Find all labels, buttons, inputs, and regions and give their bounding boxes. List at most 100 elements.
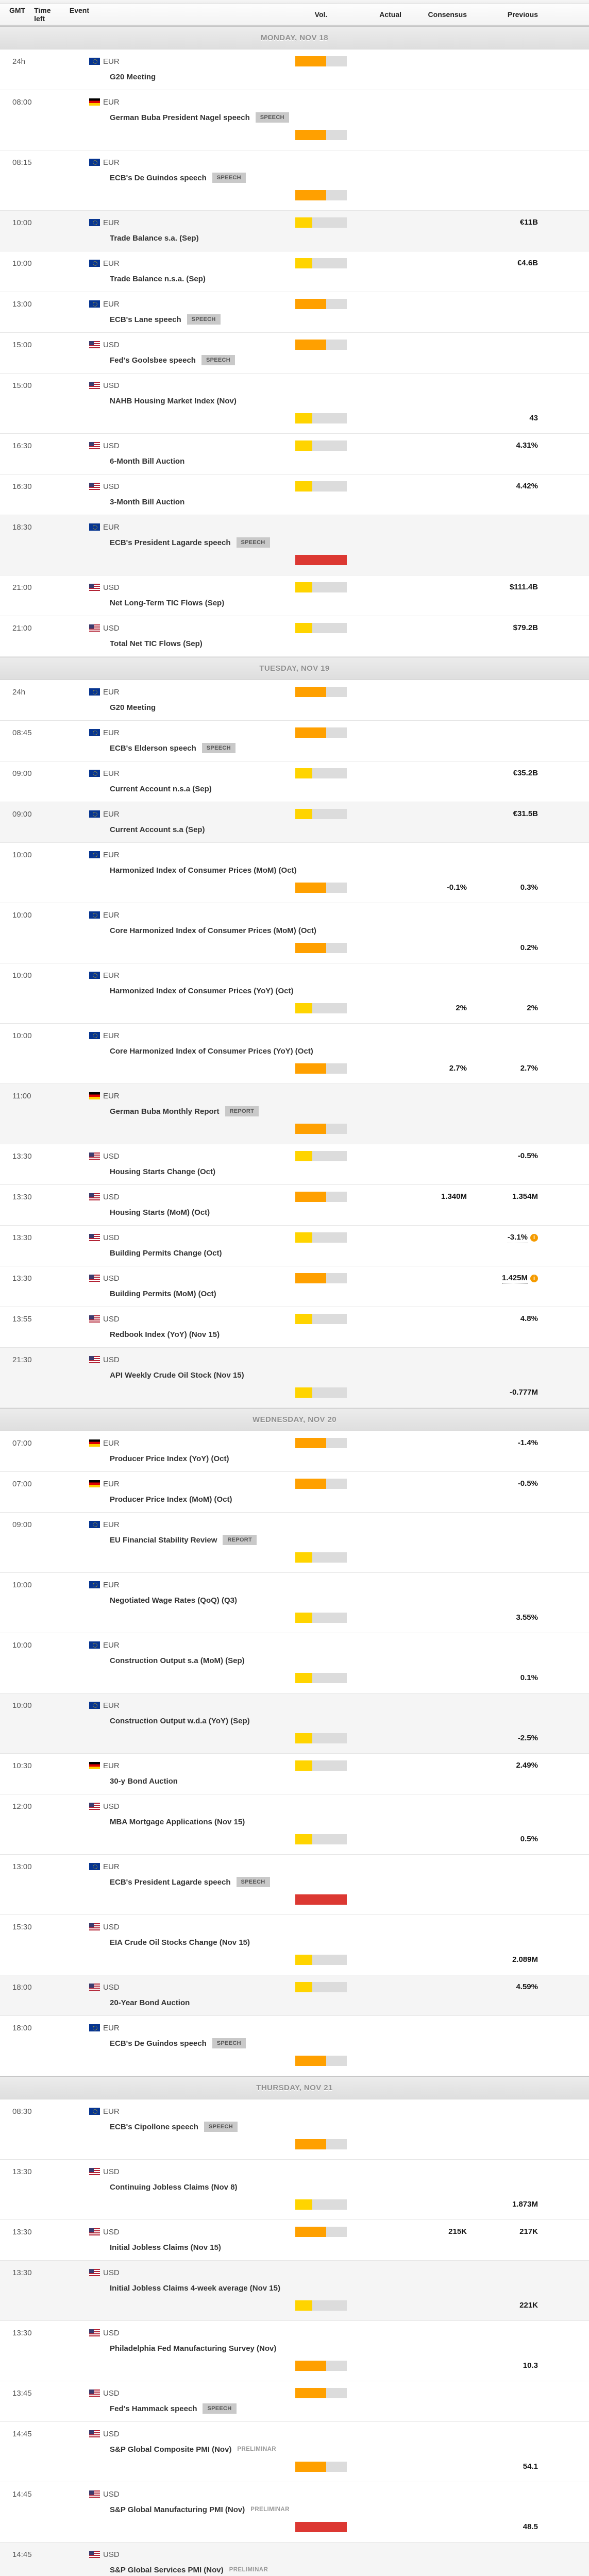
event-row[interactable]: 15:30 USD EIA Crude Oil Stocks Change (Nov… xyxy=(0,1915,589,1975)
event-row[interactable]: 13:30 USD Initial Jobless Claims 4-week av… xyxy=(0,2261,589,2321)
event-title[interactable]: G20 Meeting xyxy=(110,72,156,81)
event-title[interactable]: Building Permits (MoM) (Oct) xyxy=(110,1289,216,1298)
event-title[interactable]: Construction Output w.d.a (YoY) (Sep) xyxy=(110,1716,250,1725)
event-title[interactable]: Initial Jobless Claims 4-week average (N… xyxy=(110,2283,280,2293)
event-row[interactable]: 08:00 EUR German Buba President Nagel spee… xyxy=(0,90,589,150)
event-row[interactable]: 08:45 EUR ECB's Elderson speech SPEECH xyxy=(0,721,589,761)
event-row[interactable]: 10:00 EUR Construction Output s.a (MoM) (S… xyxy=(0,1633,589,1693)
event-title[interactable]: Current Account s.a (Sep) xyxy=(110,825,205,834)
event-title[interactable]: Philadelphia Fed Manufacturing Survey (N… xyxy=(110,2344,277,2353)
event-row[interactable]: 10:00 EUR Harmonized Index of Consumer Pri… xyxy=(0,963,589,1024)
event-row[interactable]: 11:00 EUR German Buba Monthly Report REPORT xyxy=(0,1084,589,1144)
event-title[interactable]: Housing Starts (MoM) (Oct) xyxy=(110,1208,210,1217)
event-row[interactable]: 09:00 EUR Current Account n.s.a (Sep) €35.2… xyxy=(0,761,589,802)
event-title[interactable]: Continuing Jobless Claims (Nov 8) xyxy=(110,2182,238,2192)
event-title[interactable]: Fed's Hammack speech xyxy=(110,2404,197,2413)
event-row[interactable]: 16:30 USD 3-Month Bill Auction 4.42% xyxy=(0,474,589,515)
event-title[interactable]: German Buba President Nagel speech xyxy=(110,113,250,122)
event-title[interactable]: NAHB Housing Market Index (Nov) xyxy=(110,396,237,405)
event-title[interactable]: Harmonized Index of Consumer Prices (MoM… xyxy=(110,866,297,875)
event-title[interactable]: 6-Month Bill Auction xyxy=(110,456,185,466)
event-row[interactable]: 18:00 USD 20-Year Bond Auction 4.59% xyxy=(0,1975,589,2016)
event-row[interactable]: 10:00 EUR Core Harmonized Index of Consume… xyxy=(0,1024,589,1084)
event-row[interactable]: 24h EUR G20 Meeting xyxy=(0,680,589,721)
event-row[interactable]: 13:30 USD Philadelphia Fed Manufacturing S… xyxy=(0,2321,589,2381)
info-icon[interactable]: i xyxy=(530,1234,538,1242)
event-row[interactable]: 24h EUR G20 Meeting xyxy=(0,49,589,90)
event-title[interactable]: 30-y Bond Auction xyxy=(110,1776,178,1786)
event-title[interactable]: S&P Global Services PMI (Nov) xyxy=(110,2565,224,2574)
event-row[interactable]: 14:45 USD S&P Global Services PMI (Nov) PRE… xyxy=(0,2543,589,2576)
event-title[interactable]: Construction Output s.a (MoM) (Sep) xyxy=(110,1656,245,1665)
event-title[interactable]: Core Harmonized Index of Consumer Prices… xyxy=(110,1046,313,1056)
event-row[interactable]: 13:30 USD Initial Jobless Claims (Nov 15) 2… xyxy=(0,2220,589,2261)
event-row[interactable]: 13:30 USD Building Permits Change (Oct) -3.… xyxy=(0,1226,589,1266)
event-row[interactable]: 13:30 USD Building Permits (MoM) (Oct) 1.42… xyxy=(0,1266,589,1307)
event-row[interactable]: 10:00 EUR Negotiated Wage Rates (QoQ) (Q3)… xyxy=(0,1573,589,1633)
event-row[interactable]: 18:30 EUR ECB's President Lagarde speech SP… xyxy=(0,515,589,575)
event-title[interactable]: ECB's President Lagarde speech xyxy=(110,538,231,547)
event-row[interactable]: 13:55 USD Redbook Index (YoY) (Nov 15) 4.8% xyxy=(0,1307,589,1348)
event-title[interactable]: Producer Price Index (YoY) (Oct) xyxy=(110,1454,229,1463)
event-title[interactable]: Fed's Goolsbee speech xyxy=(110,355,196,365)
event-title[interactable]: ECB's De Guindos speech xyxy=(110,173,207,182)
event-title[interactable]: S&P Global Composite PMI (Nov) xyxy=(110,2445,232,2454)
event-row[interactable]: 08:15 EUR ECB's De Guindos speech SPEECH xyxy=(0,150,589,211)
event-row[interactable]: 21:00 USD Net Long-Term TIC Flows (Sep) $11… xyxy=(0,575,589,616)
event-row[interactable]: 14:45 USD S&P Global Manufacturing PMI (No… xyxy=(0,2482,589,2543)
event-title[interactable]: API Weekly Crude Oil Stock (Nov 15) xyxy=(110,1370,244,1380)
event-row[interactable]: 13:30 USD Housing Starts (MoM) (Oct) 1.340M… xyxy=(0,1185,589,1226)
event-title[interactable]: Redbook Index (YoY) (Nov 15) xyxy=(110,1330,220,1339)
event-row[interactable]: 10:00 EUR Construction Output w.d.a (YoY) … xyxy=(0,1693,589,1754)
event-title[interactable]: G20 Meeting xyxy=(110,703,156,712)
event-title[interactable]: S&P Global Manufacturing PMI (Nov) xyxy=(110,2505,245,2514)
event-title[interactable]: Initial Jobless Claims (Nov 15) xyxy=(110,2243,221,2252)
event-row[interactable]: 13:30 USD Housing Starts Change (Oct) -0.5% xyxy=(0,1144,589,1185)
event-row[interactable]: 10:30 EUR 30-y Bond Auction 2.49% xyxy=(0,1754,589,1794)
event-title[interactable]: Total Net TIC Flows (Sep) xyxy=(110,639,203,648)
event-title[interactable]: Harmonized Index of Consumer Prices (YoY… xyxy=(110,986,294,995)
event-title[interactable]: Negotiated Wage Rates (QoQ) (Q3) xyxy=(110,1596,237,1605)
event-row[interactable]: 09:00 EUR EU Financial Stability Review REP… xyxy=(0,1513,589,1573)
event-title[interactable]: ECB's Elderson speech xyxy=(110,743,196,753)
event-row[interactable]: 10:00 EUR Trade Balance s.a. (Sep) €11B xyxy=(0,211,589,251)
event-title[interactable]: 3-Month Bill Auction xyxy=(110,497,185,506)
event-title[interactable]: EIA Crude Oil Stocks Change (Nov 15) xyxy=(110,1938,250,1947)
event-title[interactable]: Building Permits Change (Oct) xyxy=(110,1248,222,1258)
event-row[interactable]: 10:00 EUR Trade Balance n.s.a. (Sep) €4.6B xyxy=(0,251,589,292)
event-title[interactable]: Core Harmonized Index of Consumer Prices… xyxy=(110,926,316,935)
event-row[interactable]: 21:00 USD Total Net TIC Flows (Sep) $79.2B xyxy=(0,616,589,657)
event-row[interactable]: 07:00 EUR Producer Price Index (YoY) (Oct)… xyxy=(0,1431,589,1472)
event-row[interactable]: 16:30 USD 6-Month Bill Auction 4.31% xyxy=(0,434,589,474)
info-icon[interactable]: i xyxy=(530,1275,538,1282)
event-title[interactable]: Trade Balance n.s.a. (Sep) xyxy=(110,274,206,283)
event-row[interactable]: 15:00 USD Fed's Goolsbee speech SPEECH xyxy=(0,333,589,374)
event-title[interactable]: Net Long-Term TIC Flows (Sep) xyxy=(110,598,225,607)
event-row[interactable]: 12:00 USD MBA Mortgage Applications (Nov 1… xyxy=(0,1794,589,1855)
event-row[interactable]: 07:00 EUR Producer Price Index (MoM) (Oct)… xyxy=(0,1472,589,1513)
event-row[interactable]: 18:00 EUR ECB's De Guindos speech SPEECH xyxy=(0,2016,589,2076)
event-title[interactable]: 20-Year Bond Auction xyxy=(110,1998,190,2007)
event-row[interactable]: 14:45 USD S&P Global Composite PMI (Nov) PR… xyxy=(0,2422,589,2482)
event-row[interactable]: 15:00 USD NAHB Housing Market Index (Nov) 4… xyxy=(0,374,589,434)
event-row[interactable]: 13:00 EUR ECB's President Lagarde speech SP… xyxy=(0,1855,589,1915)
event-title[interactable]: Current Account n.s.a (Sep) xyxy=(110,784,212,793)
event-row[interactable]: 08:30 EUR ECB's Cipollone speech SPEECH xyxy=(0,2099,589,2160)
event-title[interactable]: EU Financial Stability Review xyxy=(110,1535,217,1545)
event-title[interactable]: ECB's President Lagarde speech xyxy=(110,1877,231,1887)
event-title[interactable]: ECB's De Guindos speech xyxy=(110,2039,207,2048)
event-row[interactable]: 10:00 EUR Harmonized Index of Consumer Pri… xyxy=(0,843,589,903)
event-row[interactable]: 10:00 EUR Core Harmonized Index of Consume… xyxy=(0,903,589,963)
event-title[interactable]: Trade Balance s.a. (Sep) xyxy=(110,233,199,243)
event-row[interactable]: 21:30 USD API Weekly Crude Oil Stock (Nov … xyxy=(0,1348,589,1408)
event-title[interactable]: MBA Mortgage Applications (Nov 15) xyxy=(110,1817,245,1826)
event-row[interactable]: 13:45 USD Fed's Hammack speech SPEECH xyxy=(0,2381,589,2422)
event-row[interactable]: 13:30 USD Continuing Jobless Claims (Nov 8… xyxy=(0,2160,589,2220)
event-title[interactable]: Housing Starts Change (Oct) xyxy=(110,1167,216,1176)
event-title[interactable]: German Buba Monthly Report xyxy=(110,1107,220,1116)
event-row[interactable]: 13:00 EUR ECB's Lane speech SPEECH xyxy=(0,292,589,333)
event-title[interactable]: ECB's Lane speech xyxy=(110,315,181,324)
event-title[interactable]: Producer Price Index (MoM) (Oct) xyxy=(110,1495,232,1504)
event-row[interactable]: 09:00 EUR Current Account s.a (Sep) €31.5B xyxy=(0,802,589,843)
event-title[interactable]: ECB's Cipollone speech xyxy=(110,2122,198,2131)
